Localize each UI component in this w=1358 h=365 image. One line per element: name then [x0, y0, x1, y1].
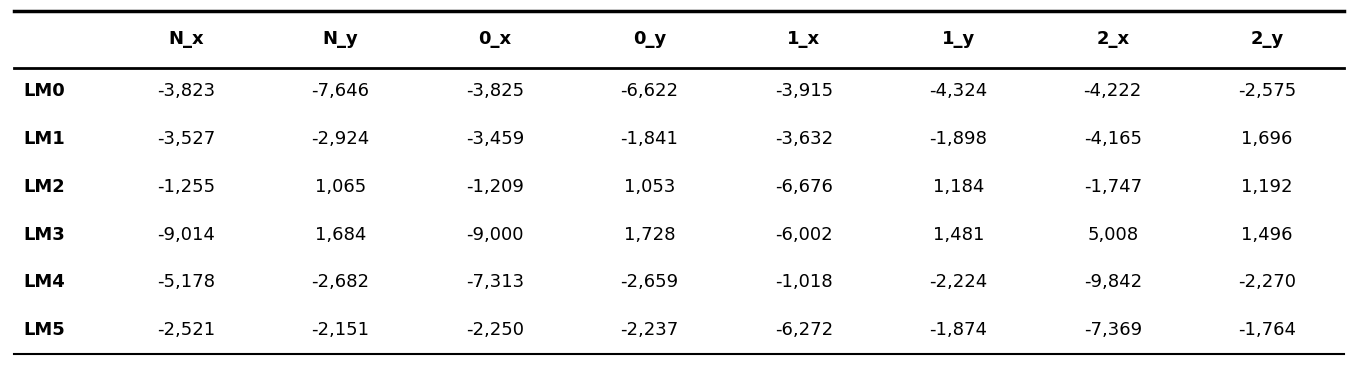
- Text: LM2: LM2: [23, 178, 65, 196]
- Text: -2,151: -2,151: [311, 321, 369, 339]
- Text: -9,842: -9,842: [1084, 273, 1142, 291]
- Text: -1,747: -1,747: [1084, 178, 1142, 196]
- Text: -2,250: -2,250: [466, 321, 524, 339]
- Text: LM4: LM4: [23, 273, 65, 291]
- Text: N_y: N_y: [322, 30, 359, 48]
- Text: 1,184: 1,184: [933, 178, 985, 196]
- Text: 1,481: 1,481: [933, 226, 985, 244]
- Text: 5,008: 5,008: [1088, 226, 1138, 244]
- Text: -6,272: -6,272: [774, 321, 832, 339]
- Text: 1,496: 1,496: [1241, 226, 1293, 244]
- Text: 1,065: 1,065: [315, 178, 365, 196]
- Text: -3,459: -3,459: [466, 130, 524, 148]
- Text: 1,696: 1,696: [1241, 130, 1293, 148]
- Text: -1,898: -1,898: [929, 130, 987, 148]
- Text: -1,764: -1,764: [1238, 321, 1296, 339]
- Text: -5,178: -5,178: [158, 273, 215, 291]
- Text: -6,676: -6,676: [775, 178, 832, 196]
- Text: -1,841: -1,841: [621, 130, 678, 148]
- Text: N_x: N_x: [168, 30, 204, 48]
- Text: 0_x: 0_x: [478, 30, 512, 48]
- Text: -4,222: -4,222: [1084, 82, 1142, 100]
- Text: LM0: LM0: [23, 82, 65, 100]
- Text: -1,874: -1,874: [929, 321, 987, 339]
- Text: -2,682: -2,682: [311, 273, 369, 291]
- Text: -9,014: -9,014: [158, 226, 215, 244]
- Text: -2,659: -2,659: [621, 273, 679, 291]
- Text: 0_y: 0_y: [633, 30, 665, 48]
- Text: -4,165: -4,165: [1084, 130, 1142, 148]
- Text: -3,825: -3,825: [466, 82, 524, 100]
- Text: LM1: LM1: [23, 130, 65, 148]
- Text: -2,575: -2,575: [1238, 82, 1297, 100]
- Text: -2,224: -2,224: [929, 273, 987, 291]
- Text: 1_x: 1_x: [788, 30, 820, 48]
- Text: LM3: LM3: [23, 226, 65, 244]
- Text: 2_y: 2_y: [1251, 30, 1283, 48]
- Text: -3,915: -3,915: [774, 82, 832, 100]
- Text: -7,369: -7,369: [1084, 321, 1142, 339]
- Text: -2,521: -2,521: [156, 321, 215, 339]
- Text: -6,622: -6,622: [621, 82, 678, 100]
- Text: LM5: LM5: [23, 321, 65, 339]
- Text: -6,002: -6,002: [775, 226, 832, 244]
- Text: -1,255: -1,255: [156, 178, 215, 196]
- Text: 1,728: 1,728: [623, 226, 675, 244]
- Text: 1,192: 1,192: [1241, 178, 1293, 196]
- Text: 1,684: 1,684: [315, 226, 367, 244]
- Text: 1,053: 1,053: [623, 178, 675, 196]
- Text: -7,646: -7,646: [311, 82, 369, 100]
- Text: -4,324: -4,324: [929, 82, 987, 100]
- Text: -1,209: -1,209: [466, 178, 524, 196]
- Text: 1_y: 1_y: [941, 30, 975, 48]
- Text: -1,018: -1,018: [775, 273, 832, 291]
- Text: -9,000: -9,000: [466, 226, 524, 244]
- Text: -2,924: -2,924: [311, 130, 369, 148]
- Text: -2,270: -2,270: [1238, 273, 1296, 291]
- Text: -3,823: -3,823: [156, 82, 215, 100]
- Text: -3,632: -3,632: [774, 130, 832, 148]
- Text: -2,237: -2,237: [621, 321, 679, 339]
- Text: -3,527: -3,527: [156, 130, 215, 148]
- Text: -7,313: -7,313: [466, 273, 524, 291]
- Text: 2_x: 2_x: [1096, 30, 1130, 48]
